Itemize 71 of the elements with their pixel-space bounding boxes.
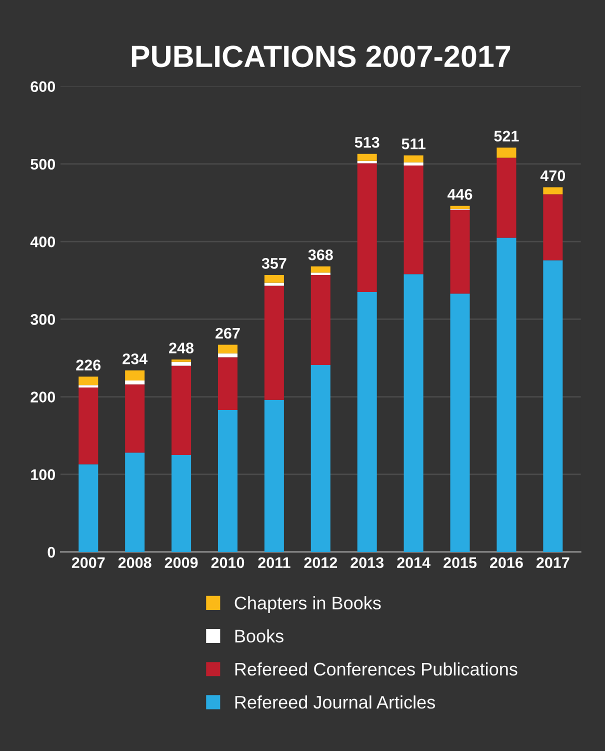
bar <box>404 155 424 162</box>
bar <box>450 294 470 552</box>
bar <box>310 266 330 273</box>
bar <box>543 260 563 552</box>
bar <box>125 384 145 453</box>
x-tick-label: 2013 <box>350 557 384 568</box>
y-tick-label: 0 <box>48 546 56 558</box>
bar <box>357 163 377 292</box>
x-tick-label: 2015 <box>444 557 477 568</box>
total-label: 234 <box>122 353 148 364</box>
bar <box>404 162 424 166</box>
bar <box>172 454 192 552</box>
bar <box>404 166 424 274</box>
bar <box>78 387 98 464</box>
x-tick-label: 2014 <box>397 557 430 568</box>
x-tick-label: 2016 <box>490 557 523 568</box>
bar <box>264 274 284 283</box>
bar <box>543 187 563 194</box>
bar <box>264 282 284 286</box>
y-tick-label: 600 <box>30 81 56 92</box>
legend-label: Chapters in Books <box>234 596 381 614</box>
bar <box>78 464 98 552</box>
bar <box>310 364 330 552</box>
bar <box>450 210 470 294</box>
total-label: 248 <box>169 342 194 354</box>
bar <box>450 206 470 209</box>
y-tick-label: 300 <box>30 314 56 325</box>
total-label: 446 <box>448 188 472 200</box>
bar <box>78 376 98 386</box>
bar <box>404 274 424 552</box>
y-tick-label: 500 <box>30 158 56 170</box>
bar <box>172 362 192 366</box>
bar <box>218 357 238 410</box>
bar <box>496 238 516 552</box>
bar <box>125 380 145 384</box>
x-tick-label: 2010 <box>211 557 244 568</box>
bar <box>357 292 377 552</box>
total-label: 470 <box>540 170 566 182</box>
bar <box>357 154 377 161</box>
x-tick-label: 2009 <box>164 557 198 568</box>
bar <box>172 366 192 455</box>
total-label: 521 <box>494 130 519 142</box>
total-label: 267 <box>216 328 240 339</box>
bar <box>543 194 563 260</box>
x-tick-label: 2012 <box>304 557 338 568</box>
y-tick-label: 100 <box>31 469 56 480</box>
x-tick-label: 2011 <box>258 557 290 568</box>
bar <box>496 158 516 238</box>
bar <box>496 148 516 158</box>
total-label: 357 <box>262 258 286 269</box>
bar <box>218 410 238 552</box>
bar <box>264 400 284 552</box>
total-label: 226 <box>76 360 101 370</box>
total-label: 511 <box>402 138 426 150</box>
bar <box>125 370 145 380</box>
total-label: 368 <box>308 249 333 260</box>
total-label: 513 <box>354 136 380 148</box>
bar <box>310 274 330 365</box>
bar <box>218 344 238 354</box>
legend-label: Refereed Conferences Publications <box>235 662 518 676</box>
y-tick-label: 400 <box>30 236 56 248</box>
x-tick-label: 2008 <box>118 557 152 568</box>
legend-label: Books <box>235 629 284 643</box>
y-tick-label: 200 <box>30 392 56 402</box>
bar <box>264 286 284 400</box>
bar <box>125 452 145 552</box>
x-tick-label: 2017 <box>536 557 570 568</box>
x-tick-label: 2007 <box>72 557 105 568</box>
bar <box>218 353 238 358</box>
chart-title: PUBLICATIONS 2007-2017 <box>132 46 510 68</box>
legend-label: Refereed Journal Articles <box>235 695 435 709</box>
